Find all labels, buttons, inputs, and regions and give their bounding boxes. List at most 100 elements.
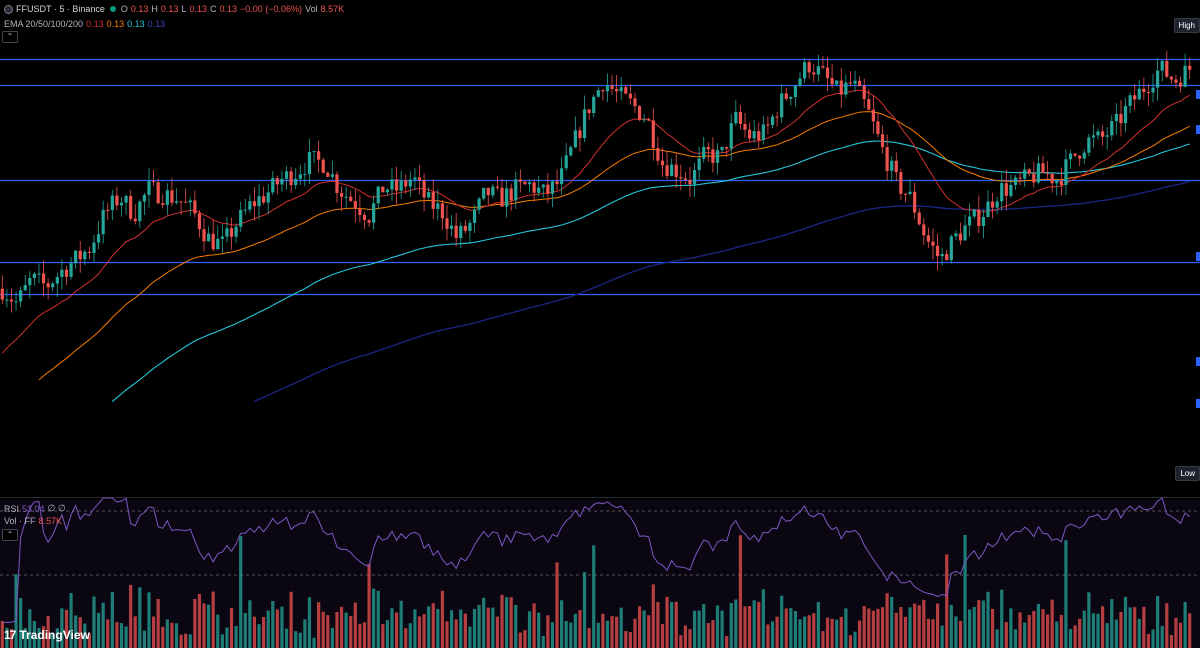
candles: [0, 50, 1192, 313]
candle-body: [807, 62, 811, 73]
volume-bar: [917, 605, 921, 648]
candle: [674, 153, 678, 189]
candle: [1004, 169, 1008, 211]
volume-bar: [514, 604, 518, 648]
candle: [156, 178, 160, 205]
candle: [954, 230, 958, 241]
candle-body: [262, 196, 266, 203]
candle-body: [64, 269, 69, 277]
volume-bar: [656, 601, 660, 648]
candle: [51, 281, 55, 292]
volume-bar: [697, 610, 701, 648]
volume-bar: [1156, 595, 1160, 648]
level-handle-3[interactable]: [1196, 252, 1200, 261]
candle-body: [890, 160, 894, 171]
candle: [440, 199, 445, 230]
candle-body: [417, 177, 422, 181]
candle-body: [1013, 177, 1018, 185]
volume-bar: [358, 623, 362, 648]
candle: [422, 173, 426, 212]
candle-body: [115, 195, 119, 206]
candle-body: [977, 209, 981, 226]
volume-bar: [482, 597, 486, 648]
candle-body: [129, 196, 133, 219]
candle: [353, 189, 357, 223]
level-handle-5[interactable]: [1196, 399, 1200, 408]
volume-bar: [1045, 614, 1050, 648]
ema-legend[interactable]: EMA 20/50/100/200 0.13 0.13 0.13 0.13: [4, 19, 165, 29]
volume-bar: [546, 615, 550, 648]
candle: [1018, 171, 1022, 186]
change-value: −0.00 (−0.06%): [240, 4, 303, 14]
candle: [312, 150, 316, 164]
candle-body: [486, 187, 490, 196]
level-handle-2[interactable]: [1196, 125, 1200, 134]
candle-body: [1169, 76, 1173, 80]
candle-body: [142, 194, 147, 202]
volume-bar: [963, 535, 967, 648]
candle-body: [692, 169, 697, 185]
candle-body: [252, 201, 257, 207]
low-price-tag[interactable]: Low: [1175, 466, 1200, 481]
candle-body: [665, 165, 669, 177]
volume-bar: [1133, 607, 1137, 648]
volume-legend[interactable]: Vol · FF 8.57K: [4, 516, 62, 526]
collapse-indicator-button[interactable]: ⌃: [2, 529, 18, 541]
volume-bar: [55, 628, 59, 648]
candle: [243, 198, 247, 215]
candle: [28, 271, 32, 299]
candle: [1078, 154, 1082, 167]
volume-bar: [647, 615, 651, 648]
candle-body: [449, 225, 454, 229]
candle: [1105, 127, 1109, 150]
candle: [1032, 161, 1036, 188]
candle: [527, 179, 532, 193]
candle: [486, 187, 490, 206]
candle: [1013, 175, 1018, 190]
candle-body: [445, 218, 449, 229]
candle-body: [968, 216, 972, 226]
volume-bar: [642, 610, 646, 648]
high-price-tag[interactable]: High: [1173, 18, 1200, 33]
volume-bar: [848, 635, 853, 648]
volume-bar: [871, 610, 875, 648]
candle: [165, 183, 169, 215]
candle-body: [220, 236, 224, 239]
candle: [266, 184, 270, 214]
level-handle-1[interactable]: [1196, 90, 1200, 99]
candle-body: [1119, 113, 1123, 124]
volume-bar: [60, 608, 64, 648]
candle-body: [1091, 135, 1096, 138]
candle: [990, 192, 995, 219]
candle-body: [958, 233, 963, 241]
candle-body: [5, 299, 9, 301]
candle-body: [468, 222, 472, 231]
candle: [958, 222, 963, 245]
candle: [0, 275, 4, 304]
rsi-legend[interactable]: RSI 53.04 ∅ ∅: [4, 503, 66, 514]
volume-bar: [945, 554, 949, 648]
collapse-legend-button[interactable]: ⌃: [2, 31, 18, 43]
candle-body: [628, 93, 632, 99]
candle-body: [1188, 65, 1192, 70]
candle-body: [761, 124, 765, 141]
candle-body: [894, 160, 898, 173]
tradingview-logo[interactable]: 17 TradingView: [4, 628, 90, 642]
level-handle-4[interactable]: [1196, 357, 1200, 366]
volume-value: 8.57K: [320, 4, 345, 14]
symbol-legend[interactable]: FFUSDT · 5 · Binance O 0.13 H 0.13 L 0.13 C…: [4, 4, 344, 14]
candle: [1178, 76, 1183, 93]
candle-body: [527, 182, 532, 185]
candle-body: [633, 98, 637, 107]
candle: [9, 288, 14, 313]
volume-bar: [518, 632, 522, 648]
candle: [514, 171, 518, 209]
candle: [913, 182, 917, 219]
candle-body: [922, 224, 926, 236]
volume-bar: [509, 597, 513, 648]
volume-bar: [1009, 608, 1013, 648]
candle-body: [995, 201, 999, 208]
volume-bar: [1078, 618, 1082, 648]
candle: [569, 145, 573, 158]
